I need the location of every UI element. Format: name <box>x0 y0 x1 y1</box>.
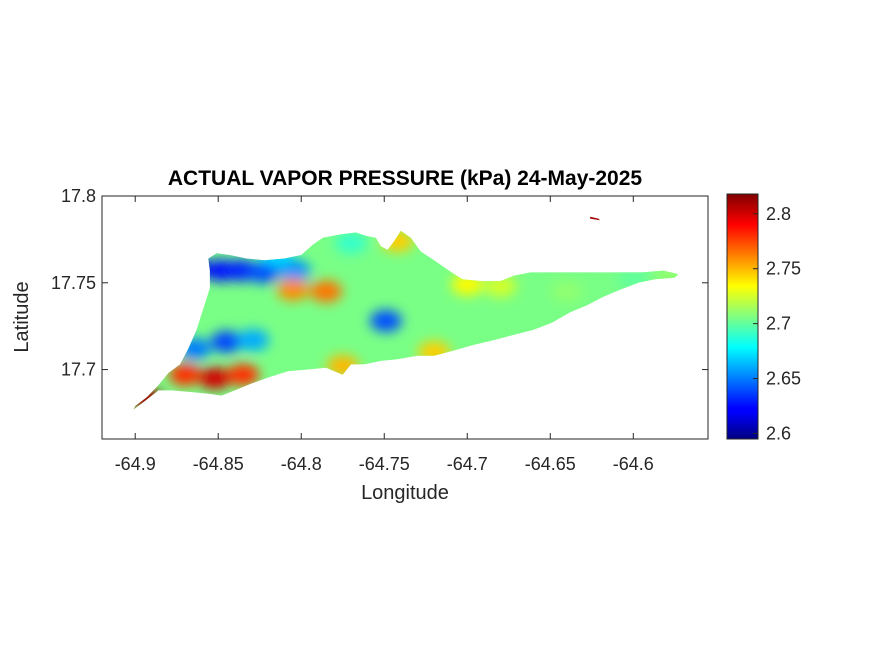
y-tick-label: 17.75 <box>51 273 96 293</box>
value-blob <box>210 330 243 353</box>
value-blob <box>169 363 202 386</box>
chart-title: ACTUAL VAPOR PRESSURE (kPa) 24-May-2025 <box>168 167 643 190</box>
x-tick-label: -64.85 <box>193 454 244 474</box>
value-blob <box>247 261 280 284</box>
value-blob <box>369 309 402 332</box>
islet <box>590 216 601 221</box>
x-tick-label: -64.65 <box>525 454 576 474</box>
value-blob <box>278 259 311 282</box>
colorbar-tick-label: 2.8 <box>766 204 791 224</box>
x-tick-label: -64.75 <box>359 454 410 474</box>
value-blob <box>550 280 583 303</box>
value-blob <box>227 363 260 386</box>
island-map <box>133 216 679 410</box>
y-tick-label: 17.8 <box>61 186 96 206</box>
x-tick-label: -64.8 <box>281 454 322 474</box>
colorbar <box>726 193 759 440</box>
value-blob <box>335 231 368 254</box>
x-axis-label: Longitude <box>361 482 449 504</box>
x-tick-label: -64.9 <box>115 454 156 474</box>
y-axis: 17.7 17.75 17.8 <box>51 186 708 380</box>
value-blob <box>310 280 343 303</box>
value-blob <box>237 329 270 352</box>
y-tick-label: 17.7 <box>61 360 96 380</box>
x-axis: -64.9 -64.85 -64.8 -64.75 -64.7 -64.65 -64.6 <box>115 196 654 474</box>
x-tick-label: -64.7 <box>447 454 488 474</box>
y-axis-label: Latitude <box>11 281 33 352</box>
value-blob <box>276 278 309 301</box>
value-blob <box>198 367 231 390</box>
colorbar-tick-label: 2.75 <box>766 259 801 279</box>
x-tick-label: -64.6 <box>613 454 654 474</box>
colorbar-tick-label: 2.7 <box>766 314 791 334</box>
colorbar-tick-label: 2.65 <box>766 369 801 389</box>
colorbar-tick-label: 2.6 <box>766 424 791 444</box>
colorbar-ticks: 2.6 2.65 2.7 2.75 2.8 <box>753 204 801 444</box>
plot-frame <box>101 195 709 440</box>
